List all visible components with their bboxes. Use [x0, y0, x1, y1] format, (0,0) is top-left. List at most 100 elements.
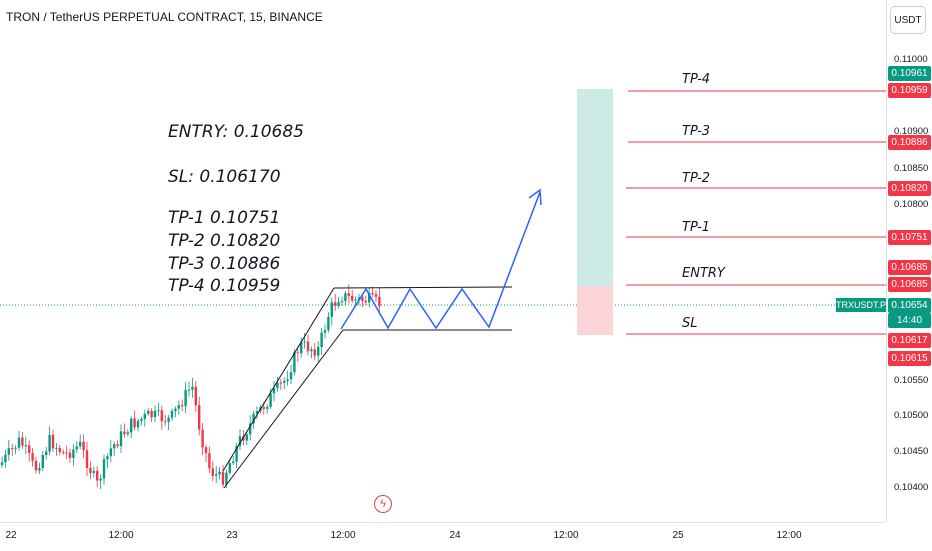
candle-body	[330, 302, 333, 317]
candle-body	[181, 405, 184, 407]
candle-body	[0, 462, 4, 465]
candle-body	[99, 478, 102, 481]
candle-body	[65, 452, 68, 454]
candle-body	[218, 471, 221, 475]
price-tick: 0.10850	[894, 163, 929, 174]
candle-body	[354, 299, 357, 301]
candle-body	[133, 418, 136, 428]
candle-body	[269, 393, 272, 407]
note-tp1: TP-1 0.10751	[168, 208, 281, 228]
candle-body	[96, 470, 99, 481]
candle-body	[347, 293, 350, 296]
flag-top-line[interactable]	[333, 286, 513, 289]
candle-body	[24, 445, 27, 447]
note-sl: SL: 0.106170	[168, 167, 281, 187]
time-tick: 12:00	[108, 530, 134, 541]
price-tag-tp2: 0.10820	[888, 181, 931, 196]
candle-body	[255, 411, 259, 414]
candle-body	[14, 447, 17, 449]
price-tick: 0.10400	[894, 482, 929, 493]
candle-body	[68, 452, 72, 459]
label-sl: SL	[682, 316, 698, 331]
candle-body	[174, 408, 177, 411]
time-tick: 24	[449, 530, 461, 541]
candle-body	[228, 463, 231, 473]
candle-body	[116, 444, 119, 447]
candle-body	[283, 380, 286, 383]
price-chart[interactable]	[0, 0, 886, 522]
candle-body	[303, 341, 306, 343]
candle-body	[38, 467, 41, 471]
candle-body	[357, 297, 361, 300]
price-tag-tp4: 0.10959	[888, 83, 931, 98]
candle-body	[286, 379, 289, 381]
candle-body	[85, 450, 89, 469]
price-tag-sl: 0.10617	[888, 333, 931, 348]
candle-body	[160, 410, 163, 422]
candle-body	[119, 431, 123, 447]
candle-body	[11, 448, 14, 450]
lightning-icon[interactable]: ϟ	[374, 495, 392, 513]
time-axis[interactable]: 22 12:00 23 12:00 24 12:00 25 12:00	[0, 522, 886, 551]
candle-body	[320, 332, 323, 348]
price-tag-tp3: 0.10886	[888, 135, 931, 150]
candle-body	[204, 447, 208, 454]
candle-body	[201, 429, 204, 448]
symbol-title[interactable]: TRON / TetherUS PERPETUAL CONTRACT, 15, …	[6, 10, 323, 24]
candle-body	[136, 420, 140, 428]
price-tag-low: 0.10615	[888, 351, 931, 366]
candle-body	[194, 386, 197, 406]
candle-body	[317, 347, 320, 356]
time-tick: 22	[5, 530, 17, 541]
candle-body	[334, 302, 337, 306]
symbol-price-tag: TRXUSDT.P	[836, 298, 887, 312]
candle-body	[147, 410, 150, 414]
candle-body	[92, 470, 95, 473]
candle-body	[17, 437, 21, 448]
label-tp1: TP-1	[682, 220, 711, 235]
candle-body	[252, 413, 255, 424]
price-tick: 0.10450	[894, 446, 929, 457]
candle-body	[109, 448, 112, 457]
note-tp2: TP-2 0.10820	[168, 231, 281, 251]
price-tag-current: 0.10654	[888, 298, 931, 313]
candle-body	[164, 421, 167, 423]
candle-body	[279, 382, 282, 384]
candle-body	[364, 300, 367, 303]
note-tp4: TP-4 0.10959	[168, 276, 281, 296]
candle-body	[238, 436, 242, 447]
candle-body	[28, 445, 31, 454]
trend-line-upper[interactable]	[222, 287, 335, 472]
candle-body	[51, 434, 55, 449]
price-tick: 0.11000	[894, 54, 928, 65]
candle-body	[361, 297, 364, 301]
candle-body	[4, 454, 7, 463]
price-tick: 0.10500	[894, 410, 929, 421]
candle-body	[296, 352, 299, 354]
projection-path[interactable]	[340, 191, 541, 330]
candle-body	[323, 330, 327, 333]
currency-button[interactable]: USDT	[890, 6, 926, 34]
candle-body	[235, 446, 238, 462]
countdown-tag: 14:40	[888, 313, 931, 328]
candle-body	[208, 453, 211, 469]
candle-body	[48, 434, 51, 452]
candle-body	[72, 449, 75, 459]
candle-body	[184, 389, 187, 407]
candle-body	[170, 410, 174, 418]
candle-body	[140, 419, 143, 421]
trend-line-lower[interactable]	[223, 329, 344, 489]
candle-body	[232, 461, 235, 464]
stop-zone[interactable]	[577, 286, 613, 335]
price-tick: 0.10550	[894, 375, 929, 386]
candle-body	[289, 372, 293, 380]
candle-body	[351, 295, 354, 301]
candle-body	[368, 293, 371, 303]
label-tp3: TP-3	[682, 124, 711, 139]
candle-body	[245, 434, 248, 441]
note-entry: ENTRY: 0.10685	[168, 122, 304, 142]
time-tick: 12:00	[553, 530, 579, 541]
price-axis[interactable]: 0.11000 0.10900 0.10850 0.10800 0.10550 …	[886, 0, 932, 522]
target-zone[interactable]	[577, 89, 613, 286]
candle-body	[157, 410, 160, 412]
